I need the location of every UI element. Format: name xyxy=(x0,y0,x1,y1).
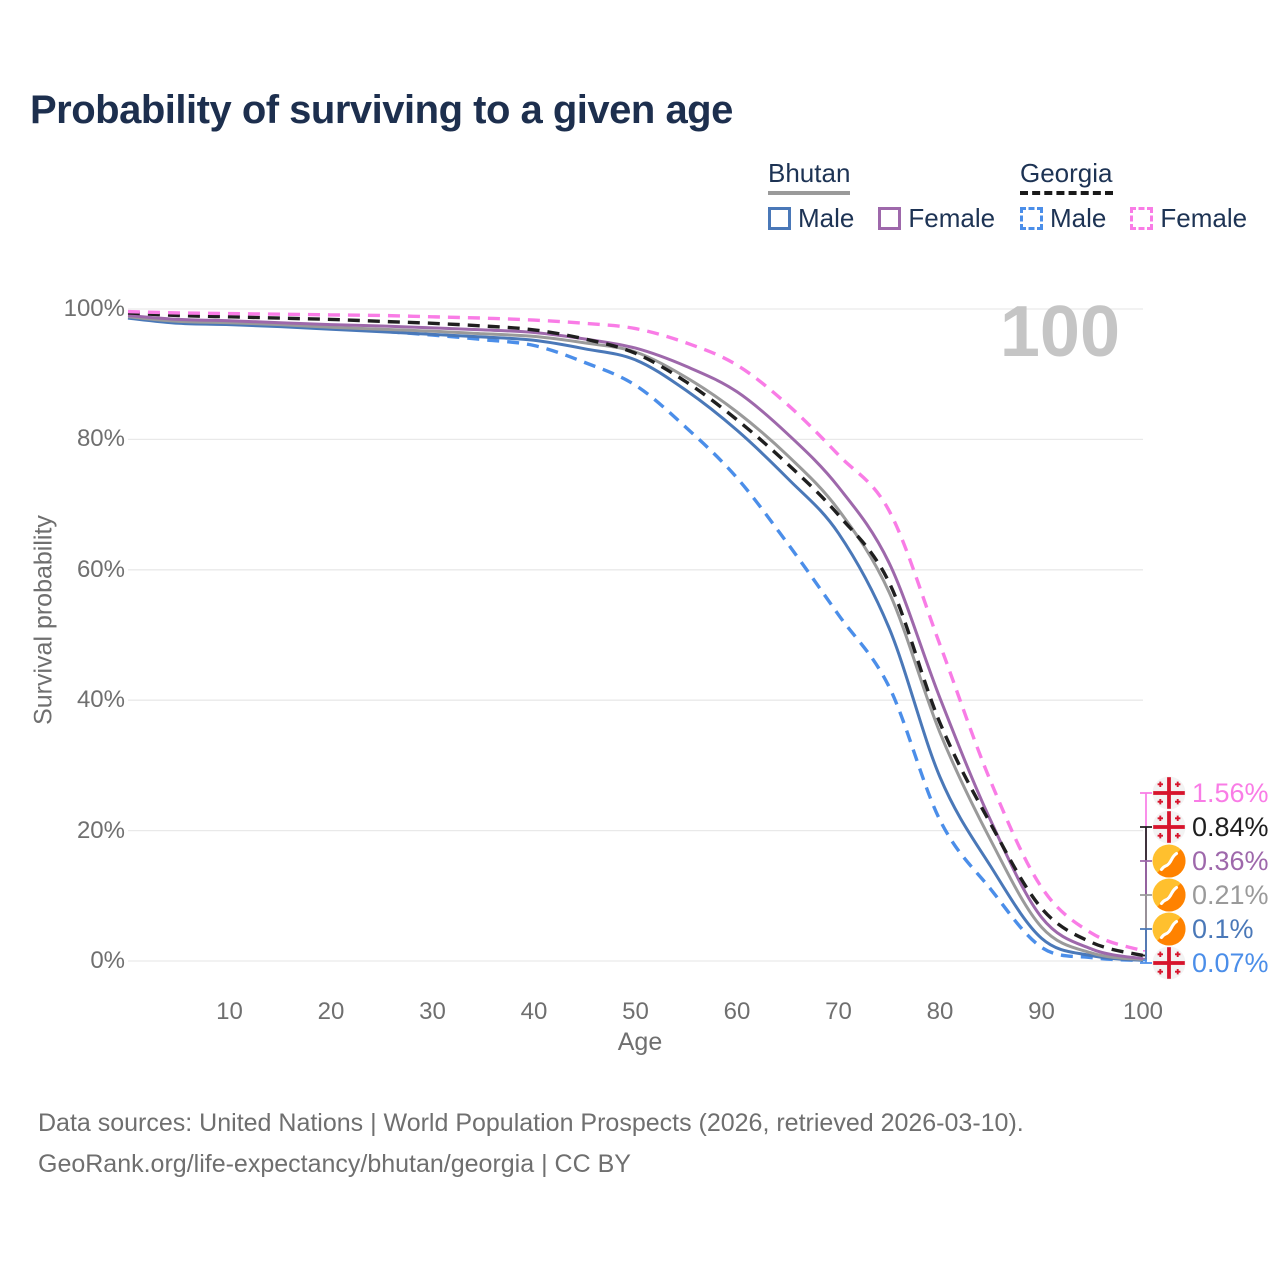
x-tick-label: 70 xyxy=(825,998,852,1025)
bhutan-female-swatch-icon xyxy=(878,207,902,230)
end-label-bhutan-male: 0.1% xyxy=(1152,911,1254,947)
legend-georgia-items: Male Female xyxy=(1020,203,1247,234)
legend-bhutan-label: Bhutan xyxy=(768,158,851,195)
y-tick-label: 80% xyxy=(76,425,125,453)
end-value-bhutan-total: 0.21% xyxy=(1192,879,1269,910)
bhutan-male-swatch-icon xyxy=(768,207,791,230)
x-tick-label: 90 xyxy=(1028,998,1055,1025)
bhutan-flag-icon xyxy=(1152,912,1186,946)
end-value-georgia-male: 0.07% xyxy=(1192,947,1269,978)
georgia-flag-icon xyxy=(1152,776,1186,810)
x-tick-label: 80 xyxy=(926,998,954,1025)
x-tick-label: 40 xyxy=(520,998,548,1025)
georgia-flag-icon xyxy=(1152,810,1186,844)
end-value-bhutan-female: 0.36% xyxy=(1192,845,1269,876)
y-tick-label: 40% xyxy=(76,686,125,714)
age-watermark: 100 xyxy=(999,292,1120,372)
x-tick-label: 100 xyxy=(1122,998,1164,1025)
line-bhutan-female xyxy=(127,314,1144,961)
y-tick-label: 0% xyxy=(90,947,125,974)
x-tick-label: 30 xyxy=(419,998,446,1025)
end-label-georgia-total: 0.84% xyxy=(1152,809,1269,845)
x-tick-label: 50 xyxy=(622,998,649,1025)
x-tick-label: 20 xyxy=(317,998,345,1025)
data-sources-line2: GeoRank.org/life-expectancy/bhutan/georg… xyxy=(38,1150,631,1178)
end-value-georgia-female: 1.56% xyxy=(1192,777,1269,808)
legend-item-georgia-female[interactable]: Female xyxy=(1130,203,1247,234)
line-georgia-total xyxy=(127,311,1144,958)
x-tick-label: 60 xyxy=(723,998,751,1025)
line-bhutan-total xyxy=(127,315,1144,962)
bhutan-flag-icon xyxy=(1152,844,1186,878)
legend-item-bhutan-female[interactable]: Female xyxy=(878,203,995,234)
y-tick-label: 100% xyxy=(63,295,125,322)
bhutan-flag-icon xyxy=(1152,878,1186,912)
georgia-female-swatch-icon xyxy=(1130,207,1154,230)
end-label-georgia-female: 1.56% xyxy=(1152,775,1269,811)
end-value-georgia-total: 0.84% xyxy=(1192,811,1269,842)
legend-item-label: Female xyxy=(908,203,996,233)
data-sources: Data sources: United Nations | World Pop… xyxy=(38,1103,1024,1185)
line-georgia-female xyxy=(127,309,1144,953)
x-tick-label: 10 xyxy=(216,998,243,1025)
legend-item-label: Male xyxy=(1050,203,1107,233)
legend-item-label: Male xyxy=(798,203,855,233)
legend-group-bhutan-title: Bhutan xyxy=(768,158,851,195)
georgia-male-swatch-icon xyxy=(1020,207,1043,230)
end-label-georgia-male: 0.07% xyxy=(1152,945,1269,981)
end-label-bhutan-total: 0.21% xyxy=(1152,877,1269,913)
legend-item-label: Female xyxy=(1160,203,1248,233)
y-tick-label: 60% xyxy=(76,555,125,583)
legend-item-georgia-male[interactable]: Male xyxy=(1020,203,1106,234)
page-title: Probability of surviving to a given age xyxy=(30,88,733,132)
x-axis-title: Age xyxy=(617,1028,663,1056)
legend-item-bhutan-male[interactable]: Male xyxy=(768,203,854,234)
connector-georgia-male xyxy=(1140,959,1152,964)
end-value-bhutan-male: 0.1% xyxy=(1192,913,1254,944)
georgia-flag-icon xyxy=(1152,946,1186,980)
y-tick-label: 20% xyxy=(76,816,125,844)
legend-bhutan-items: Male Female xyxy=(768,203,995,234)
legend-group-georgia-title: Georgia xyxy=(1020,158,1113,195)
end-label-bhutan-female: 0.36% xyxy=(1152,843,1269,879)
line-bhutan-male xyxy=(127,316,1144,962)
data-sources-line1: Data sources: United Nations | World Pop… xyxy=(38,1109,1024,1137)
legend-georgia-label: Georgia xyxy=(1020,158,1113,195)
